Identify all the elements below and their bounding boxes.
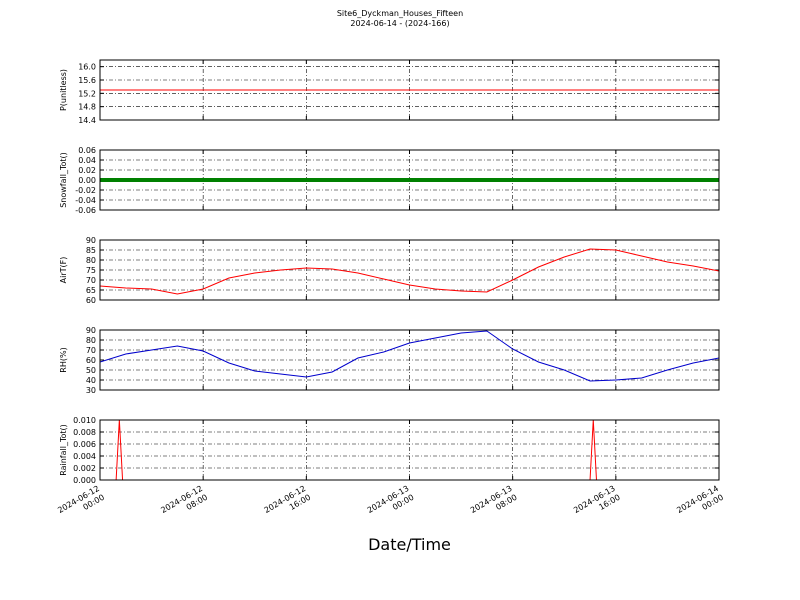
y-tick-label: -0.06: [75, 206, 96, 215]
y-tick-label: 0.02: [78, 166, 96, 175]
y-tick-label: 80: [86, 336, 96, 345]
data-line: [100, 420, 719, 480]
y-tick-label: 90: [86, 236, 96, 245]
y-tick-label: 60: [86, 296, 96, 305]
y-tick-label: 85: [86, 246, 96, 255]
y-tick-label: 0.006: [73, 440, 96, 449]
x-tick-label: 2024-06-1400:00: [675, 484, 725, 524]
y-tick-label: 40: [86, 376, 96, 385]
figure-subtitle: 2024-06-14 - (2024-166): [350, 19, 449, 28]
y-tick-label: 0.00: [78, 176, 96, 185]
y-tick-label: 75: [86, 266, 96, 275]
y-tick-label: 90: [86, 326, 96, 335]
y-tick-label: 0.04: [78, 156, 96, 165]
y-tick-label: 15.2: [78, 89, 96, 98]
x-tick-label: 2024-06-1316:00: [572, 484, 622, 524]
y-tick-label: 30: [86, 386, 96, 395]
axes-frame: [99, 59, 720, 121]
y-tick-label: 14.4: [78, 116, 96, 125]
y-tick-label: 80: [86, 256, 96, 265]
plot-area: [100, 420, 719, 480]
y-tick-label: 0.010: [73, 416, 96, 425]
axes-frame: [99, 239, 720, 301]
data-line: [100, 248, 719, 295]
y-axis-label: P(unitless): [59, 69, 68, 111]
y-tick-label: 0.008: [73, 428, 96, 437]
x-tick-label: 2024-06-1216:00: [263, 484, 313, 524]
y-tick-label: 65: [86, 286, 96, 295]
y-tick-label: 0.004: [73, 452, 96, 461]
axes-frame: [99, 419, 720, 481]
x-tick-label: 2024-06-1308:00: [469, 484, 519, 524]
y-tick-label: 0.06: [78, 146, 96, 155]
x-tick-label: 2024-06-1200:00: [56, 484, 106, 524]
y-tick-label: 70: [86, 346, 96, 355]
y-axis-label: RH(%): [59, 347, 68, 372]
x-tick-label: 2024-06-1208:00: [159, 484, 209, 524]
y-tick-label: 60: [86, 356, 96, 365]
axes-frame: [99, 329, 720, 391]
y-tick-label: 16.0: [78, 63, 96, 72]
y-tick-label: 0.002: [73, 464, 96, 473]
axes-frame: [99, 149, 720, 211]
plot-area: [100, 330, 719, 382]
y-tick-label: -0.04: [75, 196, 96, 205]
plot-area: [100, 248, 719, 295]
x-axis-label: Date/Time: [368, 535, 451, 554]
y-tick-label: 70: [86, 276, 96, 285]
y-tick-label: -0.02: [75, 186, 96, 195]
y-tick-label: 15.6: [78, 76, 96, 85]
y-tick-label: 0.000: [73, 476, 96, 485]
y-tick-label: 50: [86, 366, 96, 375]
data-line: [100, 330, 719, 382]
x-tick-label: 2024-06-1300:00: [366, 484, 416, 524]
y-axis-label: Snowfall_Tot(): [59, 152, 68, 208]
y-axis-label: Rainfall_Tot(): [59, 424, 68, 476]
figure-title: Site6_Dyckman_Houses_Fifteen: [337, 9, 463, 18]
y-axis-label: AirT(F): [59, 257, 68, 284]
y-tick-label: 14.8: [78, 103, 96, 112]
